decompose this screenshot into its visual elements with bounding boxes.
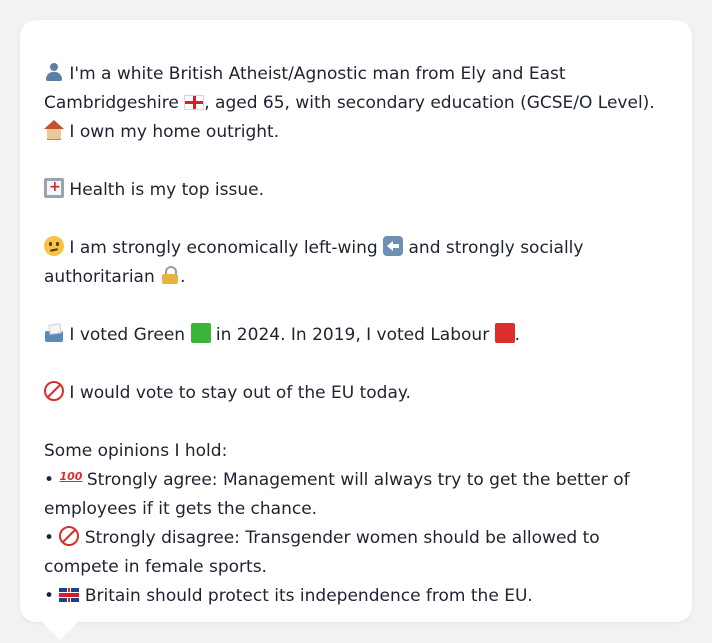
no-entry-icon xyxy=(44,381,64,401)
opinion-item: • Strongly agree: Management will always… xyxy=(44,466,668,524)
intro-text-3: I own my home outright. xyxy=(69,122,280,142)
econ-end: . xyxy=(180,267,186,287)
uk-flag-icon xyxy=(59,588,80,602)
message-card: I'm a white British Atheist/Agnostic man… xyxy=(20,20,692,622)
opinion-text: Strongly disagree: Transgender women sho… xyxy=(44,528,600,577)
intro-text-2: , aged 65, with secondary education (GCS… xyxy=(204,93,655,113)
hundred-points-icon xyxy=(59,468,82,488)
opinion-item: • Strongly disagree: Transgender women s… xyxy=(44,524,668,582)
person-icon xyxy=(44,62,64,82)
econ-text-1: I am strongly economically left-wing xyxy=(69,238,378,258)
red-square-icon xyxy=(494,323,515,343)
lock-icon xyxy=(160,265,180,285)
green-square-icon xyxy=(190,323,211,343)
econ-text-2: and strongly socially authoritarian xyxy=(44,238,584,287)
opinion-item: • Britain should protect its independenc… xyxy=(44,582,668,611)
bullet: • xyxy=(44,528,55,548)
vote-paragraph: I voted Green in 2024. In 2019, I voted … xyxy=(44,321,668,350)
health-text: Health is my top issue. xyxy=(69,180,264,200)
no-entry-icon xyxy=(59,526,80,546)
vote-text-2: in 2024. In 2019, I voted Labour xyxy=(215,325,490,345)
hospital-icon xyxy=(44,178,64,198)
left-arrow-icon xyxy=(383,236,404,256)
ballot-box-icon xyxy=(44,323,64,343)
ideology-paragraph: I am strongly economically left-wing and… xyxy=(44,234,668,292)
intro-text-1: I'm a white British Atheist/Agnostic man… xyxy=(44,64,566,113)
health-paragraph: Health is my top issue. xyxy=(44,176,668,205)
house-icon xyxy=(44,120,64,140)
opinion-text: Strongly agree: Management will always t… xyxy=(44,470,630,519)
intro-paragraph: I'm a white British Atheist/Agnostic man… xyxy=(44,60,668,147)
vote-end: . xyxy=(514,325,520,345)
eu-paragraph: I would vote to stay out of the EU today… xyxy=(44,379,668,408)
england-flag-icon xyxy=(184,95,205,110)
vote-text-1: I voted Green xyxy=(69,325,186,345)
opinions-heading: Some opinions I hold: xyxy=(44,441,228,461)
speech-bubble-tail xyxy=(40,620,80,640)
eu-text: I would vote to stay out of the EU today… xyxy=(69,383,411,403)
bullet: • xyxy=(44,586,55,606)
opinion-text: Britain should protect its independence … xyxy=(84,586,533,606)
bullet: • xyxy=(44,470,55,490)
thinking-face-icon xyxy=(44,236,64,256)
